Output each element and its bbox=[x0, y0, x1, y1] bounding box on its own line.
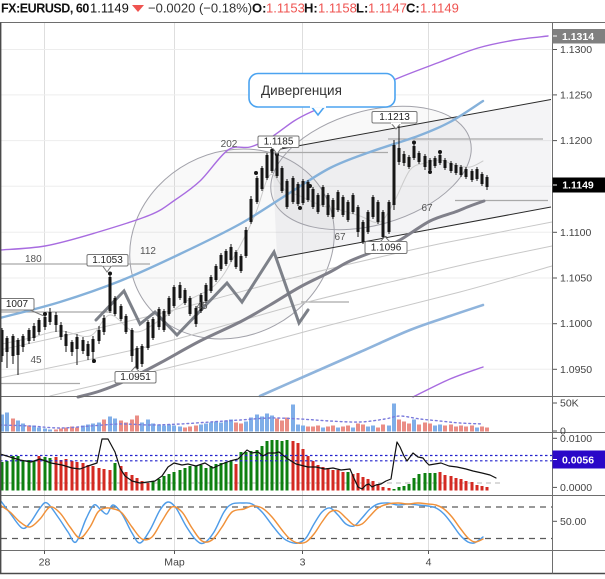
svg-text:1.1213: 1.1213 bbox=[379, 112, 410, 123]
svg-text:1.1250: 1.1250 bbox=[560, 89, 592, 101]
svg-text:67: 67 bbox=[334, 232, 346, 243]
svg-text:1.1149: 1.1149 bbox=[562, 180, 594, 192]
svg-text:1.0951: 1.0951 bbox=[120, 372, 151, 383]
svg-text:1007: 1007 bbox=[6, 299, 29, 310]
svg-text:45: 45 bbox=[30, 355, 42, 366]
svg-text:Дивергенция: Дивергенция bbox=[261, 83, 342, 98]
svg-text:180: 180 bbox=[25, 254, 42, 265]
svg-text:1.1200: 1.1200 bbox=[560, 135, 592, 147]
svg-text:45: 45 bbox=[196, 301, 208, 312]
svg-text:202: 202 bbox=[221, 139, 238, 150]
svg-text:1.1050: 1.1050 bbox=[560, 273, 592, 285]
svg-text:67: 67 bbox=[421, 203, 433, 214]
svg-text:1.1000: 1.1000 bbox=[560, 318, 592, 330]
svg-text:1.1096: 1.1096 bbox=[371, 243, 402, 254]
svg-text:1.1053: 1.1053 bbox=[92, 255, 123, 266]
svg-text:4: 4 bbox=[426, 557, 432, 569]
svg-text:112: 112 bbox=[140, 246, 156, 257]
svg-text:0.0100: 0.0100 bbox=[560, 433, 592, 445]
svg-text:1.1300: 1.1300 bbox=[560, 44, 592, 56]
svg-text:50K: 50K bbox=[560, 398, 579, 410]
svg-text:0: 0 bbox=[560, 426, 566, 438]
svg-text:28: 28 bbox=[39, 557, 51, 569]
svg-text:Мар: Мар bbox=[164, 557, 185, 569]
svg-text:1.0950: 1.0950 bbox=[560, 364, 592, 376]
svg-text:FX:EURUSD, 601.1149−0.0020 (−0: FX:EURUSD, 601.1149 −0.0020 (−0.18%)O:1.1… bbox=[1, 1, 459, 16]
svg-text:3: 3 bbox=[300, 557, 306, 569]
svg-text:1.1185: 1.1185 bbox=[264, 137, 294, 148]
svg-text:1.1100: 1.1100 bbox=[560, 227, 591, 239]
svg-text:50.00: 50.00 bbox=[560, 516, 586, 528]
svg-text:1.1314: 1.1314 bbox=[562, 31, 594, 43]
svg-text:0.0000: 0.0000 bbox=[560, 482, 592, 494]
svg-text:0.0056: 0.0056 bbox=[562, 455, 594, 467]
